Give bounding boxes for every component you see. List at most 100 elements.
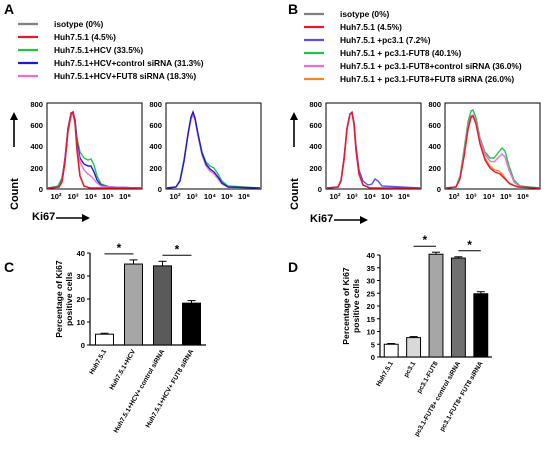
bar-c-ytick-label-0: 0 [81,341,85,350]
histogram-b1-ytick-800: 800 [309,100,322,109]
histogram-b1-ytick-400: 400 [309,142,322,151]
bar-d-ylabel-line2: positive cells [351,279,361,333]
histogram-a1-ytick-0: 0 [39,185,43,194]
histogram-b1-xtick-1: 10³ [347,192,358,201]
histogram-a1-xtick-2: 10⁴ [85,192,97,201]
histogram-b2-ytick-400: 400 [428,142,441,151]
histogram-b1: 800 600 400 200 0 10² 10³ 10⁴ 10⁵ 10⁶ [309,100,422,201]
legend-a-label-4: Huh7.5.1+HCV+FUT8 siRNA (18.3%) [54,71,196,81]
bar-d-ytick-label-3: 15 [367,315,376,324]
bar-c-category-label-2: Huh7.5.1+HCV+ control siRNA [113,348,167,434]
panel-letter-b: B [288,1,298,17]
panel-letter-c: C [4,259,14,275]
histogram-a2-ytick-400: 400 [149,142,162,151]
histogram-a2-ytick-0: 0 [158,185,162,194]
histogram-a1-ytick-600: 600 [30,121,43,130]
bar-d-ytick-label-1: 5 [371,340,376,349]
bar-d-ytick-label-0: 0 [371,353,375,362]
histogram-b1-curve-red [326,111,420,189]
histogram-b1-xtick-2: 10⁴ [364,192,376,201]
bar-c-category-label-0: Huh7.5.1 [88,348,108,376]
histogram-b1-ytick-200: 200 [309,164,322,173]
histogram-a2-ytick-800: 800 [149,100,162,109]
bar-c-sig-label-0: * [117,241,122,255]
histogram-a-xlabel: Ki67 [32,211,55,223]
bar-d-bar-0 [383,343,399,358]
histogram-b1-xtick-0: 10² [330,192,341,201]
bar-c-bar-0 [95,333,114,346]
bar-d-sig-label-0: * [422,233,427,247]
bar-c-ytick-label-3: 30 [77,272,85,281]
histogram-a-ylabel: Count [9,178,21,210]
bar-d-ylabel-line1: Percentage of Ki67 [341,267,351,345]
histogram-a1-xtick-4: 10⁶ [119,192,131,201]
histogram-a2-curve-blue [166,109,261,189]
bar-d-category-label-1: pc3.1 [403,360,418,378]
histogram-a2-frame [165,102,262,190]
bar-c-bar-1 [124,263,143,346]
histogram-b2-xtick-4: 10⁶ [517,192,529,201]
histogram-a2-xtick-4: 10⁶ [238,192,250,201]
bar-c-ylabel-line1: Percentage of Ki67 [54,260,64,338]
histogram-b1-xtick-4: 10⁶ [398,192,410,201]
bar-c-ylabel-line2: positive cells [64,272,74,326]
bar-d-bar-4 [473,293,489,358]
histogram-b2-ytick-600: 600 [428,121,441,130]
bar-d-ylabel: Percentage of Ki67positive cells [341,267,361,345]
legend-b-label-1: Huh7.5.1 (4.5%) [340,22,402,32]
histogram-a1: 800 600 400 200 0 10² 10³ 10⁴ 10⁵ 10⁶ [30,100,143,201]
bar-c-ytick-label-2: 20 [77,295,85,304]
histogram-a1-curve-red [47,110,141,189]
histogram-a1-ytick-200: 200 [30,164,43,173]
bar-chart-d: 0 5 10 15 20 25 30 35 40 Percentage of Ki67positi… [341,233,492,438]
bar-d-bar-1 [406,337,422,358]
panel-letter-d: D [288,259,298,275]
bar-c-bar-2 [153,265,172,346]
histogram-a2-xtick-1: 10³ [187,192,198,201]
histogram-b1-ytick-0: 0 [318,185,322,194]
histogram-a2-ytick-200: 200 [149,164,162,173]
legend-b-label-2: Huh7.5.1 +pc3.1 (7.2%) [340,35,431,45]
bar-d-category-label-0: Huh7.5.1 [375,360,395,388]
histogram-b2-frame [444,102,541,190]
histogram-b2-xtick-2: 10⁴ [483,192,495,201]
bar-c-ylabel: Percentage of Ki67positive cells [54,260,74,338]
bar-d-category-label-4: pc3.1-FUT8+ FUT8 siRNA [439,360,485,432]
histogram-a2-xtick-2: 10⁴ [204,192,216,201]
bar-d-category-label-3: pc3.1-FUT8+ control siRNA [413,360,462,437]
legend-b-label-4: Huh7.5.1 + pc3.1-FUT8+control siRNA (36.… [340,61,522,71]
bar-d-ytick-label-7: 35 [367,264,376,273]
histogram-b-axis-titles: Count Ki67 [289,112,368,225]
histogram-a-x-arrowhead [82,214,90,222]
histogram-b2: 800 600 400 200 0 10² 10³ 10⁴ 10⁵ 10⁶ [428,100,541,201]
histogram-a2-xtick-3: 10⁵ [221,192,233,201]
legend-a-label-3: Huh7.5.1+HCV+control siRNA (31.3%) [54,58,204,68]
histogram-a1-xtick-0: 10² [51,192,62,201]
legend-a: isotype (0%) Huh7.5.1 (4.5%) Huh7.5.1+HC… [18,19,204,81]
histogram-b2-curve-red [445,115,540,189]
histogram-a1-xtick-3: 10⁵ [102,192,114,201]
histogram-b1-xtick-3: 10⁵ [381,192,393,201]
bar-c-sig-label-1: * [175,242,180,256]
histogram-b-xlabel: Ki67 [310,213,333,225]
bar-c-ytick-label-1: 10 [77,318,85,327]
legend-b: isotype (0%) Huh7.5.1 (4.5%) Huh7.5.1 +p… [304,9,522,84]
histogram-a1-frame [46,102,143,190]
panel-letter-a: A [4,1,14,17]
histogram-a1-ytick-800: 800 [30,100,43,109]
histogram-a1-curve-magenta [47,112,142,189]
histogram-b1-ytick-600: 600 [309,121,322,130]
legend-b-label-5: Huh7.5.1 + pc3.1-FUT8+FUT8 siRNA (26.0%) [340,74,514,84]
legend-a-label-2: Huh7.5.1+HCV (33.5%) [54,45,143,55]
bar-d-ytick-label-5: 25 [367,289,376,298]
legend-b-label-0: isotype (0%) [340,9,390,19]
histogram-b2-xtick-3: 10⁵ [500,192,512,201]
histogram-a-y-arrowhead [10,112,18,120]
bar-d-category-label-2: pc3.1-FUT8 [416,360,440,395]
histogram-a2: 800 600 400 200 0 10² 10³ 10⁴ 10⁵ 10⁶ [149,100,262,201]
histogram-b2-xtick-0: 10² [449,192,460,201]
legend-b-label-3: Huh7.5.1 + pc3.1-FUT8 (40.1%) [340,48,461,58]
bar-d-ytick-label-8: 40 [367,251,375,260]
